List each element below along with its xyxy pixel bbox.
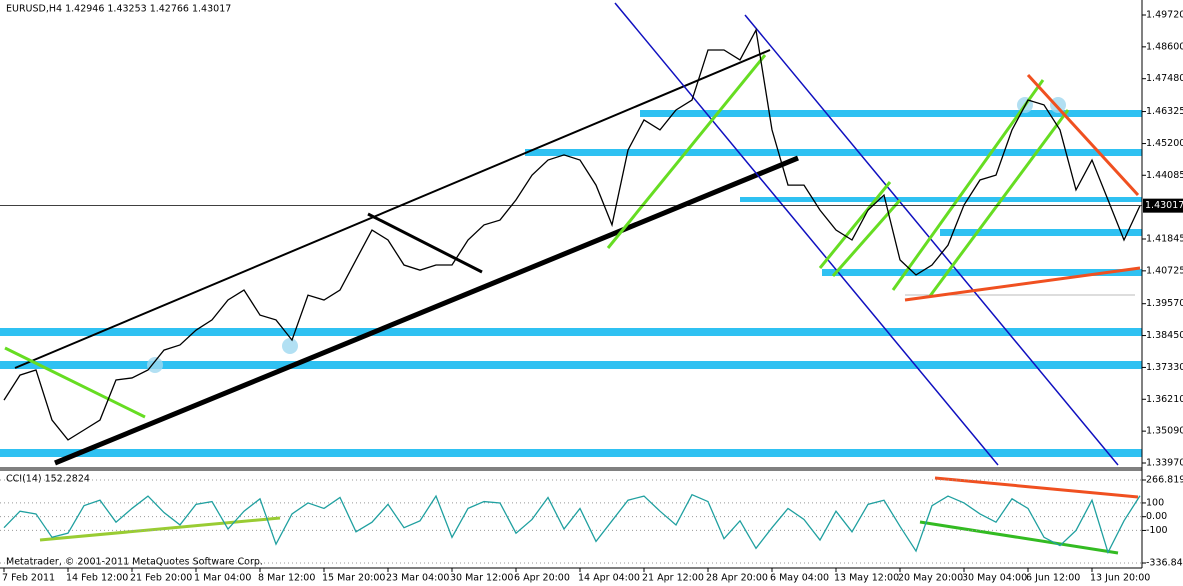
trendline — [14, 49, 771, 369]
chart-title: EURUSD,H4 1.42946 1.43253 1.42766 1.4301… — [6, 4, 231, 15]
last-price-label: 1.43017 — [1145, 200, 1183, 211]
y-tick-label: 1.44085 — [1146, 170, 1183, 181]
trendline — [1026, 73, 1140, 197]
y-tick-label: 0.00 — [1146, 511, 1167, 522]
level — [525, 149, 1142, 156]
y-tick-label: 1.38450 — [1146, 330, 1183, 341]
level — [640, 110, 1142, 117]
trendline — [367, 212, 483, 274]
green-lines — [4, 54, 1119, 555]
x-tick-label: 23 Mar 04:00 — [386, 573, 449, 584]
x-tick-label: 6 Apr 20:00 — [514, 573, 570, 584]
trendline — [919, 520, 1119, 555]
x-tick-label: 28 Apr 20:00 — [706, 573, 768, 584]
level — [0, 328, 1142, 336]
y-tick-label: 1.48600 — [1146, 41, 1183, 52]
x-tick-label: 1 Mar 04:00 — [194, 573, 251, 584]
y-tick-label: 1.37330 — [1146, 362, 1183, 373]
y-tick-label: 100 — [1146, 497, 1164, 508]
level — [822, 269, 1142, 276]
x-tick-label: 21 Feb 20:00 — [130, 573, 192, 584]
x-tick-label: 6 Jun 12:00 — [1026, 573, 1080, 584]
trendline — [934, 476, 1139, 499]
y-tick-label: 1.47480 — [1146, 73, 1183, 84]
trendline — [928, 109, 1070, 297]
trendline — [818, 181, 892, 269]
x-tick-label: 13 Jun 20:00 — [1090, 573, 1150, 584]
x-tick-label: 30 May 04:00 — [962, 573, 1027, 584]
support-levels — [0, 110, 1142, 457]
last-price-box — [1143, 198, 1183, 213]
x-tick-label: 8 Mar 12:00 — [258, 573, 315, 584]
x-tick-label: 14 Apr 04:00 — [578, 573, 640, 584]
y-tick-label: 1.40725 — [1146, 265, 1183, 276]
x-tick-label: 15 Mar 20:00 — [322, 573, 385, 584]
x-tick-label: 7 Feb 2011 — [2, 573, 55, 584]
drawing-objects — [0, 2, 1142, 555]
y-tick-label: 1.41845 — [1146, 233, 1183, 244]
trendline — [39, 516, 281, 542]
y-tick-label: -100 — [1146, 525, 1168, 536]
y-tick-label: 1.49720 — [1146, 9, 1183, 20]
trendline — [891, 79, 1045, 291]
series-line — [3, 28, 1141, 441]
orange-lines — [904, 73, 1141, 499]
x-tick-label: 6 May 04:00 — [770, 573, 829, 584]
trendline — [904, 266, 1141, 302]
highlight — [282, 338, 298, 354]
y-tick-label: -336.845 — [1146, 558, 1183, 569]
trendline — [54, 155, 799, 466]
y-tick-label: 1.39570 — [1146, 298, 1183, 309]
y-tick-label: 1.45200 — [1146, 138, 1183, 149]
x-tick-label: 20 May 20:00 — [898, 573, 963, 584]
highlight — [147, 357, 163, 373]
frame — [0, 0, 1143, 569]
indicator-title: CCI(14) 152.2824 — [6, 474, 90, 485]
x-tick-label: 21 Apr 12:00 — [642, 573, 704, 584]
highlight — [1050, 97, 1066, 113]
y-tick-label: 1.46325 — [1146, 106, 1183, 117]
y-tick-label: 266.819 — [1146, 475, 1183, 486]
level — [0, 361, 1142, 369]
channel-line — [614, 2, 999, 466]
trendline — [606, 54, 767, 249]
x-tick-label: 13 May 12:00 — [834, 573, 899, 584]
x-tick-label: 14 Feb 12:00 — [66, 573, 128, 584]
y-tick-label: 1.36210 — [1146, 394, 1183, 405]
trendline — [4, 346, 146, 419]
level — [940, 229, 1142, 236]
series-line — [3, 493, 1141, 555]
footer: Metatrader, © 2001-2011 MetaQuotes Softw… — [6, 557, 263, 568]
level — [740, 197, 1142, 202]
x-tick-label: 30 Mar 12:00 — [450, 573, 513, 584]
y-tick-label: 1.33970 — [1146, 457, 1183, 468]
level — [0, 449, 1142, 457]
channel-line — [744, 14, 1119, 466]
y-tick-label: 1.35090 — [1146, 426, 1183, 437]
